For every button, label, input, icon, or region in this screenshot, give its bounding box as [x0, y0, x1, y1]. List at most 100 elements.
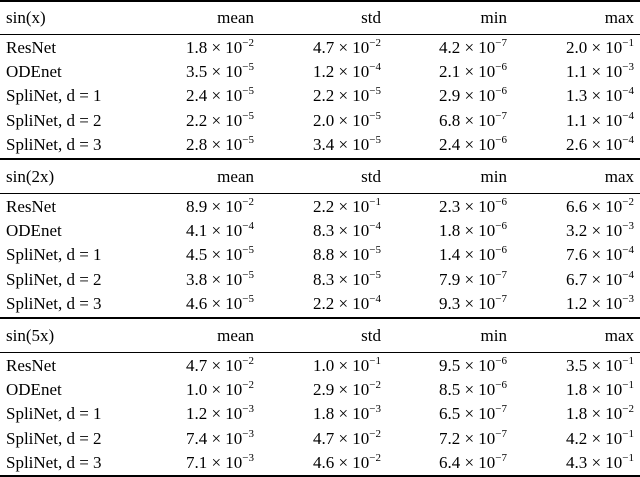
- value-cell: 4.2 × 10−7: [439, 38, 507, 58]
- value-cell: 1.0 × 10−1: [313, 356, 381, 376]
- value-cell: 7.2 × 10−7: [438, 428, 507, 449]
- row-label: SpliNet, d = 3: [6, 134, 102, 154]
- mantissa: 6.8 × 10: [438, 110, 496, 130]
- value-cell: 2.0 × 10−5: [312, 110, 381, 131]
- header-cell: sin(5x): [6, 326, 55, 345]
- exponent: −5: [242, 133, 254, 146]
- exponent: −2: [369, 379, 381, 392]
- value-cell: 1.2 × 10−4: [313, 62, 381, 82]
- mantissa: 2.2 × 10: [312, 293, 370, 313]
- exponent: −6: [495, 379, 507, 392]
- value-cell: 1.1 × 10−3: [566, 62, 634, 82]
- exponent: −1: [622, 37, 634, 49]
- value-cell: 6.8 × 10−7: [438, 110, 507, 131]
- rule: [0, 0, 640, 2]
- exponent: −5: [369, 133, 381, 146]
- exponent: −4: [369, 292, 381, 305]
- mantissa: 3.5 × 10: [185, 62, 243, 82]
- mantissa: 1.1 × 10: [565, 62, 623, 82]
- mantissa: 2.9 × 10: [438, 86, 496, 106]
- exponent: −2: [242, 196, 254, 208]
- exponent: −3: [242, 427, 254, 440]
- header-cell: min: [480, 326, 507, 345]
- row-label: ResNet: [6, 356, 57, 375]
- value-cell: 6.6 × 10−2: [566, 197, 634, 217]
- value-cell: 4.7 × 10−2: [186, 356, 254, 376]
- value-cell: 6.7 × 10−4: [565, 268, 634, 290]
- rule: [0, 352, 640, 353]
- exponent: −1: [369, 196, 381, 208]
- value-cell: 8.3 × 10−5: [313, 269, 381, 290]
- header-cell: max: [604, 326, 634, 345]
- exponent: −7: [495, 292, 507, 305]
- value-cell: 1.8 × 10−6: [439, 221, 507, 241]
- mantissa: 4.7 × 10: [312, 428, 370, 448]
- value-cell: 7.1 × 10−3: [186, 451, 254, 473]
- mantissa: 9.3 × 10: [438, 293, 496, 313]
- mantissa: 2.3 × 10: [438, 197, 496, 216]
- mantissa: 4.7 × 10: [312, 38, 370, 57]
- value-cell: 1.2 × 10−3: [186, 404, 254, 424]
- exponent: −3: [242, 451, 254, 464]
- value-cell: 1.8 × 10−1: [566, 380, 634, 400]
- value-cell: 8.3 × 10−4: [313, 221, 381, 241]
- exponent: −6: [495, 355, 507, 367]
- row-label: SpliNet, d = 3: [6, 293, 102, 313]
- value-cell: 2.2 × 10−5: [313, 86, 381, 106]
- value-cell: 4.5 × 10−5: [186, 245, 254, 265]
- value-cell: 4.6 × 10−5: [185, 293, 254, 314]
- exponent: −4: [622, 85, 634, 98]
- value-cell: 2.6 × 10−4: [566, 133, 634, 155]
- value-cell: 4.3 × 10−1: [566, 451, 634, 473]
- exponent: −3: [622, 220, 634, 233]
- row-label: ResNet: [6, 197, 57, 216]
- mantissa: 4.7 × 10: [185, 356, 243, 375]
- row-label: SpliNet, d = 2: [6, 110, 102, 130]
- mantissa: 2.4 × 10: [438, 134, 496, 154]
- exponent: −5: [369, 85, 381, 98]
- row-label: SpliNet, d = 2: [6, 428, 102, 448]
- value-cell: 1.0 × 10−2: [186, 380, 254, 400]
- mantissa: 6.7 × 10: [565, 269, 623, 289]
- value-cell: 3.8 × 10−5: [186, 269, 254, 290]
- mantissa: 1.8 × 10: [565, 404, 623, 424]
- mantissa: 2.1 × 10: [438, 62, 496, 82]
- header-cell: std: [361, 8, 381, 27]
- exponent: −1: [622, 451, 634, 464]
- value-cell: 6.5 × 10−7: [439, 404, 507, 424]
- header-cell: mean: [217, 167, 254, 186]
- mantissa: 1.8 × 10: [565, 380, 623, 400]
- mantissa: 4.6 × 10: [185, 293, 243, 313]
- exponent: −2: [622, 196, 634, 208]
- value-cell: 1.1 × 10−4: [566, 109, 634, 131]
- mantissa: 6.6 × 10: [565, 197, 623, 216]
- mantissa: 1.4 × 10: [438, 245, 496, 265]
- rule: [0, 158, 640, 160]
- exponent: −3: [242, 403, 254, 416]
- value-cell: 4.2 × 10−1: [566, 427, 634, 449]
- exponent: −4: [622, 268, 634, 281]
- header-cell: sin(x): [6, 8, 46, 27]
- header-cell: min: [480, 8, 507, 27]
- exponent: −4: [622, 109, 634, 122]
- mantissa: 2.4 × 10: [185, 86, 243, 106]
- mantissa: 1.0 × 10: [185, 380, 243, 400]
- value-cell: 3.4 × 10−5: [313, 133, 381, 155]
- mantissa: 7.6 × 10: [565, 245, 623, 265]
- exponent: −4: [622, 133, 634, 146]
- mantissa: 2.0 × 10: [565, 38, 623, 57]
- mantissa: 2.0 × 10: [312, 110, 370, 130]
- value-cell: 2.9 × 10−2: [313, 380, 381, 400]
- exponent: −1: [622, 427, 634, 440]
- header-cell: mean: [217, 326, 254, 345]
- exponent: −3: [369, 403, 381, 416]
- mantissa: 7.2 × 10: [438, 428, 496, 448]
- mantissa: 8.3 × 10: [312, 221, 370, 241]
- exponent: −2: [369, 37, 381, 49]
- value-cell: 3.5 × 10−5: [186, 62, 254, 82]
- rule: [0, 317, 640, 319]
- rule: [0, 34, 640, 35]
- row-label: SpliNet, d = 1: [6, 86, 102, 106]
- exponent: −4: [369, 220, 381, 233]
- rule: [0, 475, 640, 477]
